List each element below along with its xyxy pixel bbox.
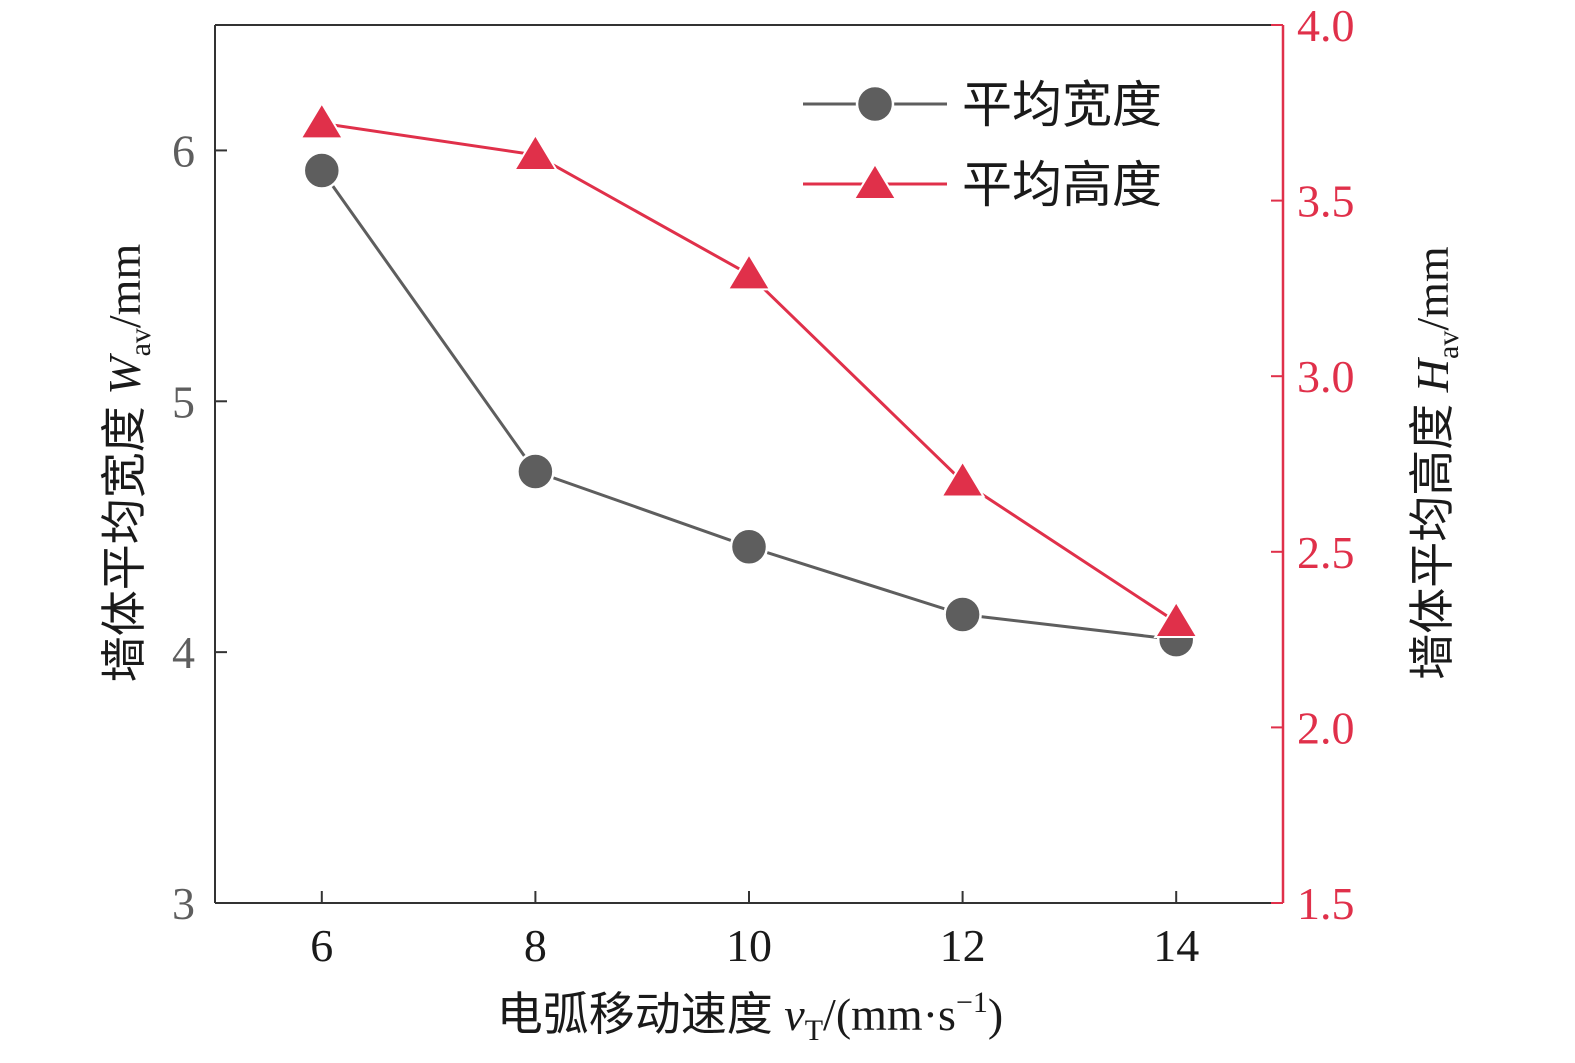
left-y-axis-label-var: W [99, 353, 150, 395]
x-axis-label-sup: −1 [956, 986, 988, 1019]
left-y-axis-label-unit: /mm [99, 244, 150, 329]
right-y-axis-label-unit: /mm [1407, 246, 1458, 331]
x-axis-label-close: ) [988, 989, 1003, 1040]
x-tick-label: 12 [940, 920, 986, 971]
x-tick-label: 6 [310, 920, 333, 971]
right-y-tick-label: 4.0 [1297, 0, 1355, 51]
x-axis-label-prefix: 电弧移动速度 [497, 989, 785, 1040]
x-axis-label: 电弧移动速度 vT/(mm·s−1) [497, 986, 1003, 1047]
x-tick-label: 8 [524, 920, 547, 971]
x-axis-label-sub: T [805, 1014, 823, 1047]
right-y-axis-label-sub: av [1432, 331, 1465, 359]
series-height [299, 101, 1199, 639]
x-tick-label: 10 [726, 920, 772, 971]
right-y-axis-label-prefix: 墙体平均高度 [1407, 392, 1458, 680]
data-point [299, 101, 345, 140]
legend-entry: 平均高度 [803, 157, 1162, 213]
data-point [516, 452, 555, 491]
x-tick-label: 14 [1153, 920, 1199, 971]
right-y-tick-label: 2.5 [1297, 527, 1355, 578]
series-width [302, 151, 1196, 659]
right-y-axis-label-var: H [1407, 356, 1458, 393]
data-point [1153, 600, 1199, 639]
right-y-tick-label: 3.0 [1297, 351, 1355, 402]
left-y-axis-label: 墙体平均宽度 Wav/mm [99, 244, 157, 683]
data-point [729, 527, 769, 567]
data-point [943, 595, 982, 634]
series-line [320, 169, 1177, 642]
data-point [726, 252, 772, 291]
legend-marker [855, 84, 895, 124]
plot-frame [214, 24, 1285, 904]
x-axis-label-var: v [784, 989, 805, 1040]
data-point [512, 133, 559, 171]
legend-entry: 平均宽度 [803, 77, 1162, 133]
right-y-tick-label: 2.0 [1297, 702, 1355, 753]
data-point [939, 459, 986, 498]
right-y-tick-label: 1.5 [1297, 878, 1355, 929]
legend-label: 平均高度 [962, 157, 1162, 213]
left-y-tick-label: 3 [172, 878, 195, 929]
legend-label: 平均宽度 [962, 77, 1162, 133]
left-y-axis-label-prefix: 墙体平均宽度 [99, 395, 150, 683]
legend-marker [852, 162, 898, 200]
left-y-tick-label: 6 [172, 125, 195, 176]
right-y-axis-label: 墙体平均高度 Hav/mm [1407, 246, 1465, 680]
left-y-axis-ticks: 3 4 5 6 [172, 125, 227, 929]
left-y-axis-label-sub: av [124, 328, 157, 356]
right-y-tick-label: 3.5 [1297, 176, 1355, 227]
right-y-axis-ticks: 1.5 2.0 2.5 3.0 3.5 4.0 [1271, 0, 1355, 929]
left-y-tick-label: 5 [172, 376, 195, 427]
series-layer [299, 101, 1199, 659]
data-point [302, 151, 342, 190]
left-y-tick-label: 4 [172, 627, 195, 678]
x-axis-label-unit: /(mm·s [823, 989, 956, 1040]
x-axis-ticks: 6 8 10 12 14 [310, 891, 1199, 971]
